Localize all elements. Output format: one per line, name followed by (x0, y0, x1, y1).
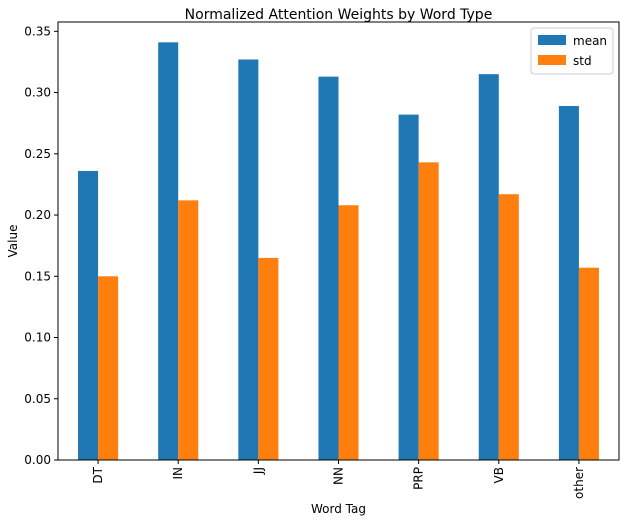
bar-std-IN (178, 200, 199, 460)
bars-group (78, 42, 599, 461)
bar-mean-other (558, 106, 579, 460)
x-tick-label: IN (171, 467, 185, 480)
bar-mean-NN (318, 76, 339, 461)
bar-mean-JJ (238, 59, 259, 461)
legend-label-mean: mean (573, 34, 607, 48)
bar-std-other (578, 267, 599, 460)
bar-std-JJ (258, 257, 279, 460)
bar-std-NN (338, 205, 359, 460)
bar-std-VB (498, 194, 519, 460)
legend: mean std (530, 27, 614, 75)
legend-label-std: std (573, 54, 592, 68)
x-tick-label: PRP (412, 467, 426, 490)
chart-title: Normalized Attention Weights by Word Typ… (185, 7, 493, 23)
y-tick-label: 0.10 (24, 331, 51, 345)
y-tick-label: 0.15 (24, 269, 51, 283)
x-tick-label: other (572, 467, 586, 499)
bar-mean-DT (78, 170, 99, 461)
y-axis: 0.00 0.05 0.10 0.15 0.20 0.25 0.30 0.35 (24, 24, 58, 467)
bar-mean-PRP (398, 114, 419, 460)
x-tick-label: NN (332, 467, 346, 485)
x-axis: DT IN JJ NN PRP VB other (91, 460, 586, 499)
bar-mean-VB (478, 74, 499, 460)
x-axis-label: Word Tag (311, 502, 366, 516)
y-tick-label: 0.35 (24, 24, 51, 38)
bar-std-DT (98, 276, 119, 460)
bar-mean-IN (158, 42, 179, 460)
y-tick-label: 0.25 (24, 147, 51, 161)
y-tick-label: 0.00 (24, 453, 51, 467)
bar-std-PRP (418, 162, 439, 460)
plot-frame (57, 21, 620, 461)
x-tick-label: VB (492, 467, 506, 483)
y-tick-label: 0.05 (24, 392, 51, 406)
y-axis-label: Value (6, 225, 20, 258)
y-tick-label: 0.20 (24, 208, 51, 222)
x-tick-label: DT (91, 466, 105, 483)
legend-swatch-std (538, 55, 566, 65)
legend-swatch-mean (538, 35, 566, 45)
y-tick-label: 0.30 (24, 86, 51, 100)
x-tick-label: JJ (251, 467, 265, 475)
